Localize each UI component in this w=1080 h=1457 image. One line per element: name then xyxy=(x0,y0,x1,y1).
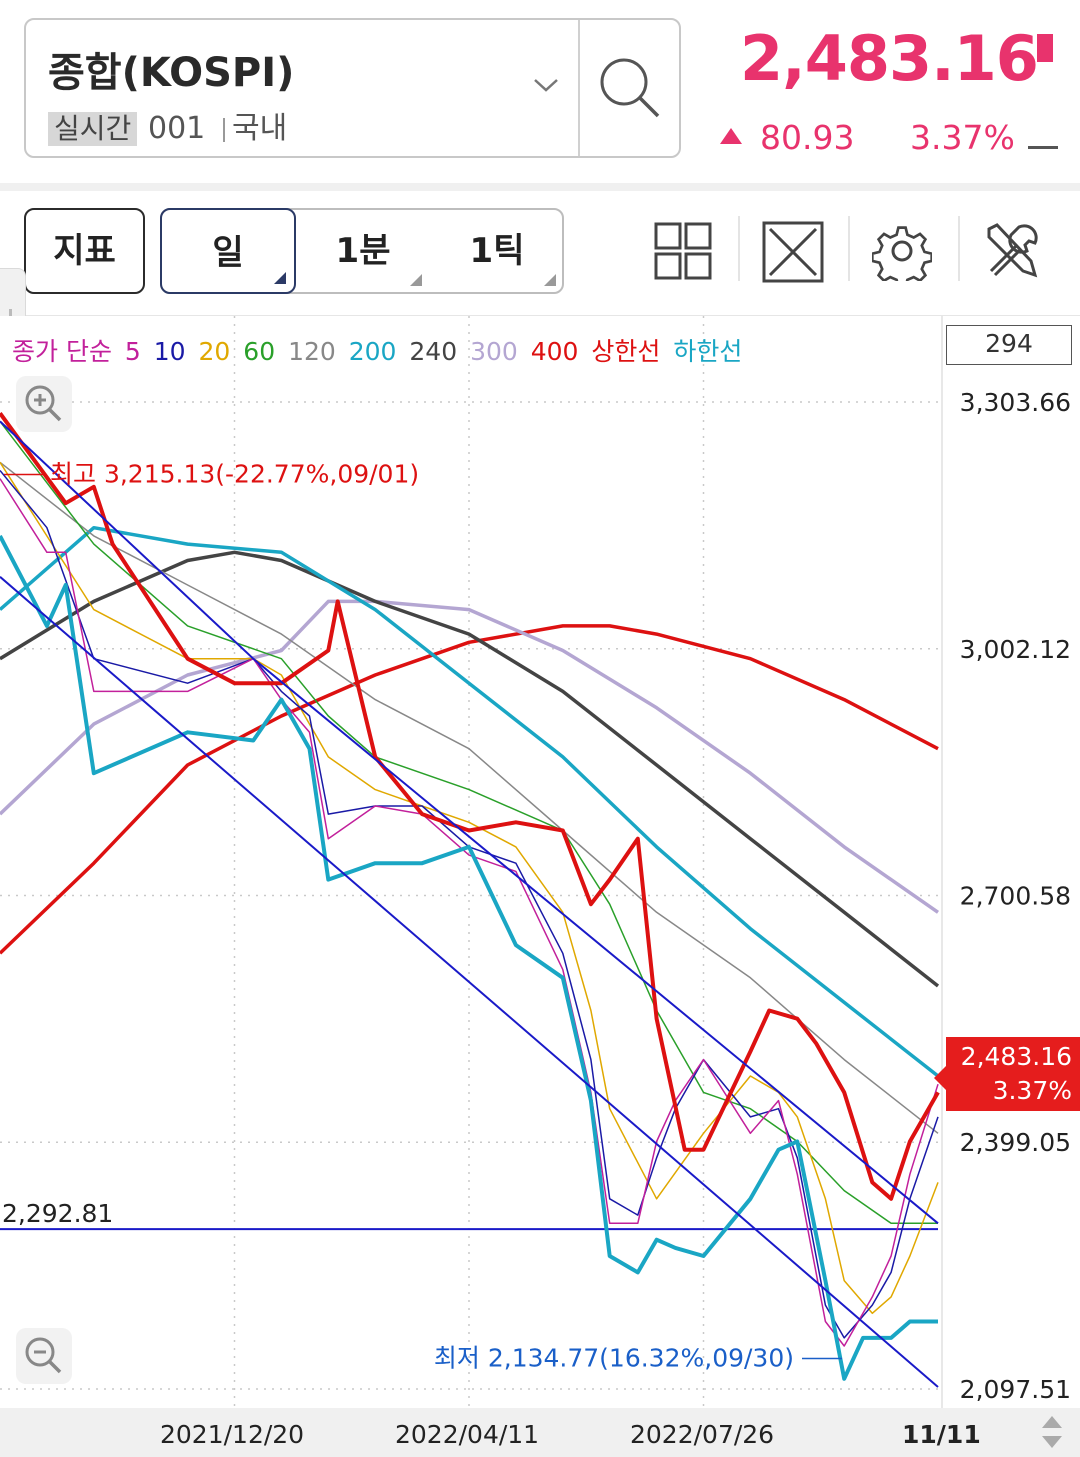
divider xyxy=(223,118,225,142)
period-1min-button[interactable]: 1분 xyxy=(296,208,430,294)
zoom-in-button[interactable] xyxy=(16,376,72,432)
y-tick-label: 2,097.51 xyxy=(960,1375,1071,1404)
divider xyxy=(578,20,580,156)
x-tick-label: 11/11 xyxy=(902,1420,981,1449)
zoom-out-button[interactable] xyxy=(16,1328,72,1384)
period-selector: 일 1분 1틱 xyxy=(160,208,564,294)
zoom-out-icon xyxy=(25,1337,62,1374)
divider xyxy=(0,183,1080,191)
series-line-채널 하단 xyxy=(0,576,939,1388)
series-line-400 xyxy=(0,624,939,955)
corner-triangle-icon xyxy=(274,272,286,284)
x-tick-label: 2021/12/20 xyxy=(160,1420,305,1449)
period-label: 1분 xyxy=(335,231,391,271)
low-annotation: 최저 2,134.77(16.32%,09/30) xyxy=(434,1344,794,1373)
series-line-상한선 xyxy=(0,412,940,1201)
current-price: 2,483.16 xyxy=(740,22,1039,95)
y-tick-label: 3,002.12 xyxy=(960,635,1071,664)
search-button[interactable] xyxy=(580,20,680,156)
price-change-percent: 3.37% xyxy=(910,118,1015,157)
legend-close-sma: 종가 단순 xyxy=(12,337,112,366)
market-label: 국내 xyxy=(232,111,288,146)
y-tick-label: 2,399.05 xyxy=(960,1128,1071,1157)
price-chart[interactable]: 3,303.66 3,002.12 2,700.58 2,399.05 2,097.51… xyxy=(0,316,1080,1408)
data-count-input[interactable]: 294 xyxy=(946,325,1072,365)
tools-icon[interactable] xyxy=(983,221,1043,281)
legend-ma-120: 120 xyxy=(288,337,336,366)
period-label: 1틱 xyxy=(469,231,525,271)
period-label: 일 xyxy=(212,233,244,273)
divider xyxy=(0,315,1080,316)
current-price-tag-value: 2,483.16 xyxy=(960,1042,1072,1071)
x-tick-label: 2022/07/26 xyxy=(630,1420,775,1449)
symbol-name[interactable]: 종합(KOSPI) xyxy=(48,50,295,96)
legend-ma-5: 5 xyxy=(124,337,141,366)
header: 종합(KOSPI) 실시간 001 국내 2,483.16 80.93 3.37… xyxy=(0,0,1080,185)
chevron-down-icon[interactable] xyxy=(531,75,561,95)
realtime-badge: 실시간 xyxy=(48,112,138,146)
legend-ma-10: 10 xyxy=(153,337,186,366)
series-line-20 xyxy=(0,461,939,1315)
series-line-300 xyxy=(0,599,940,914)
series-line-240 xyxy=(0,550,940,988)
symbol-code: 001 xyxy=(148,111,206,146)
grid-layout-icon[interactable] xyxy=(653,221,713,281)
legend-ma-300: 300 xyxy=(470,337,518,366)
price-tag-arrow xyxy=(934,1066,946,1090)
corner-triangle-icon xyxy=(410,274,422,286)
up-marker-icon xyxy=(1037,34,1053,62)
legend-ma-240: 240 xyxy=(409,337,458,366)
x-tick-label: 2022/04/11 xyxy=(395,1420,540,1449)
divider xyxy=(738,216,740,281)
scroll-arrows-icon[interactable] xyxy=(1040,1414,1064,1450)
search-icon xyxy=(600,58,660,118)
expand-icon[interactable] xyxy=(762,221,824,283)
period-1tick-button[interactable]: 1틱 xyxy=(430,208,564,294)
period-day-button[interactable]: 일 xyxy=(160,208,296,294)
legend-ma-20: 20 xyxy=(198,337,231,366)
series-line-하한선 xyxy=(0,534,938,1381)
legend-ma-400: 400 xyxy=(530,337,579,366)
current-price-tag-pct: 3.37% xyxy=(992,1076,1072,1105)
price-change: 80.93 xyxy=(760,118,855,157)
up-triangle-icon xyxy=(720,128,742,144)
legend-lower-band: 하한선 xyxy=(673,337,743,366)
chart-toolbar: 지표 일 1분 1틱 xyxy=(0,191,1080,316)
dash-icon xyxy=(1028,146,1058,149)
gear-icon[interactable] xyxy=(872,221,932,281)
indicator-legend: 종가 단순 5 10 20 60 120 200 240 300 400 상한선… xyxy=(12,332,747,368)
legend-upper-band: 상한선 xyxy=(591,337,661,366)
zoom-in-icon xyxy=(25,385,62,422)
high-annotation: 최고 3,215.13(-22.77%,09/01) xyxy=(50,459,419,488)
legend-ma-60: 60 xyxy=(243,337,276,366)
divider xyxy=(848,216,850,281)
y-tick-label: 3,303.66 xyxy=(960,388,1071,417)
y-tick-label: 2,700.58 xyxy=(960,882,1071,911)
symbol-selector[interactable]: 종합(KOSPI) 실시간 001 국내 xyxy=(24,18,681,158)
chart-background xyxy=(0,316,1080,1408)
divider xyxy=(958,216,960,281)
current-price-tag: 2,483.16 3.37% xyxy=(946,1037,1080,1111)
series-line-200 xyxy=(0,525,940,1078)
corner-triangle-icon xyxy=(544,274,556,286)
support-line-label: 2,292.81 xyxy=(2,1199,113,1228)
x-axis-bar[interactable]: 2021/12/20 2022/04/11 2022/07/26 11/11 xyxy=(0,1408,1080,1457)
indicator-button[interactable]: 지표 xyxy=(24,208,145,294)
legend-ma-200: 200 xyxy=(348,337,397,366)
series-line-채널 상단 xyxy=(0,420,939,1225)
